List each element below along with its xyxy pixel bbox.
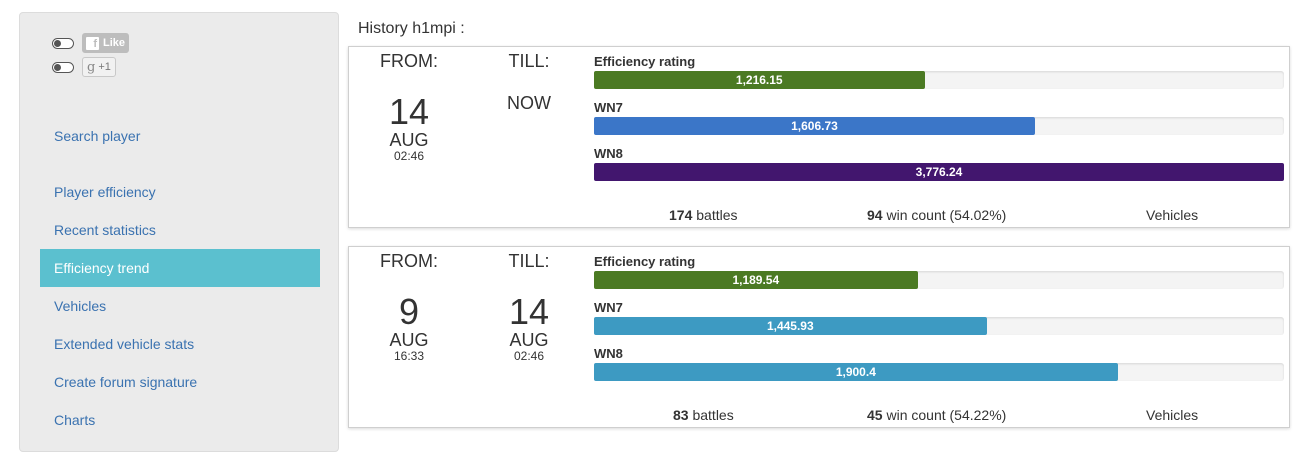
till-time: 02:46 [513, 349, 545, 363]
google-plus-icon: g [87, 59, 96, 75]
nav-player-efficiency[interactable]: Player efficiency [54, 184, 156, 200]
win-percentage: (54.02%) [949, 207, 1007, 223]
from-day: 14 [388, 91, 430, 132]
sidebar: f Like g +1 Search player Player efficie… [19, 12, 339, 452]
from-date: 14 AUG 02:46 [349, 91, 469, 164]
win-count: 45 win count (54.22%) [867, 407, 1006, 423]
efficiency-value: 1,189.54 [732, 273, 780, 287]
win-count: 94 win count (54.02%) [867, 207, 1006, 223]
till-date: 14 AUG 02:46 [469, 291, 589, 364]
wn7-bar-track: 1,606.73 [594, 117, 1284, 135]
nav-create-forum-signature[interactable]: Create forum signature [54, 374, 198, 390]
wn8-bar-fill: 3,776.24 [594, 163, 1284, 181]
wins-number: 45 [867, 407, 883, 423]
wins-number: 94 [867, 207, 883, 223]
vehicles-link[interactable]: Vehicles [1146, 207, 1199, 223]
till-label: TILL: [508, 51, 550, 71]
wn7-bar-fill: 1,445.93 [594, 317, 987, 335]
metric-label-wn7: WN7 [594, 300, 623, 315]
history-period-card: FROM: TILL: 9 AUG 16:33 14 AUG 02:46 Eff… [348, 246, 1290, 428]
wins-suffix: win count [886, 407, 946, 423]
wn8-value: 3,776.24 [915, 165, 963, 179]
nav-recent-statistics[interactable]: Recent statistics [54, 222, 156, 238]
till-now: NOW [507, 93, 551, 113]
google-plus-row: g +1 [52, 57, 116, 77]
google-plus-toggle[interactable] [52, 61, 74, 73]
history-title: History h1mpi : [358, 20, 465, 37]
efficiency-value: 1,216.15 [735, 73, 783, 87]
history-period-card: FROM: TILL: 14 AUG 02:46 NOW Efficiency … [348, 46, 1290, 228]
battles-count: 174 battles [669, 207, 738, 223]
battles-suffix: battles [696, 207, 738, 223]
metric-label-efficiency: Efficiency rating [594, 54, 696, 69]
battles-count: 83 battles [673, 407, 734, 423]
from-month: AUG [389, 330, 429, 350]
from-label: FROM: [380, 251, 438, 271]
battles-number: 83 [673, 407, 689, 423]
wn7-value: 1,445.93 [766, 319, 814, 333]
metric-label-wn8: WN8 [594, 346, 623, 361]
metric-label-wn7: WN7 [594, 100, 623, 115]
facebook-row: f Like [52, 33, 130, 53]
till-label: TILL: [508, 251, 550, 271]
wn7-value: 1,606.73 [791, 119, 838, 133]
from-time: 02:46 [393, 149, 425, 163]
wins-suffix: win count [886, 207, 946, 223]
from-date: 9 AUG 16:33 [349, 291, 469, 364]
facebook-icon: f [86, 36, 99, 50]
wn8-bar-fill: 1,900.4 [594, 363, 1118, 381]
nav-vehicles[interactable]: Vehicles [54, 298, 107, 314]
wn7-bar-track: 1,445.93 [594, 317, 1284, 335]
from-label: FROM: [380, 51, 438, 71]
efficiency-bar-fill: 1,189.54 [594, 271, 918, 289]
facebook-toggle[interactable] [52, 37, 74, 49]
from-time: 16:33 [393, 349, 425, 363]
google-plus-button[interactable]: g +1 [82, 57, 116, 77]
efficiency-bar-track: 1,216.15 [594, 71, 1284, 89]
wn8-bar-track: 1,900.4 [594, 363, 1284, 381]
vehicles-link[interactable]: Vehicles [1146, 407, 1199, 423]
till-day: 14 [508, 291, 550, 332]
nav-extended-vehicle-stats[interactable]: Extended vehicle stats [54, 336, 195, 352]
nav-search-player[interactable]: Search player [54, 128, 141, 144]
battles-number: 174 [669, 207, 693, 223]
metric-label-efficiency: Efficiency rating [594, 254, 696, 269]
wn8-value: 1,900.4 [835, 365, 876, 379]
facebook-like-label: Like [103, 37, 126, 49]
wn8-bar-track: 3,776.24 [594, 163, 1284, 181]
from-day: 9 [398, 291, 420, 332]
till-month: AUG [509, 330, 549, 350]
wn7-bar-fill: 1,606.73 [594, 117, 1035, 135]
google-plus-label: +1 [98, 61, 111, 73]
nav-efficiency-trend[interactable]: Efficiency trend [40, 249, 320, 287]
efficiency-bar-fill: 1,216.15 [594, 71, 925, 89]
efficiency-bar-track: 1,189.54 [594, 271, 1284, 289]
facebook-like-button[interactable]: f Like [82, 33, 130, 53]
nav-charts[interactable]: Charts [54, 412, 96, 428]
battles-suffix: battles [692, 407, 734, 423]
win-percentage: (54.22%) [949, 407, 1007, 423]
from-month: AUG [389, 130, 429, 150]
metric-label-wn8: WN8 [594, 146, 623, 161]
